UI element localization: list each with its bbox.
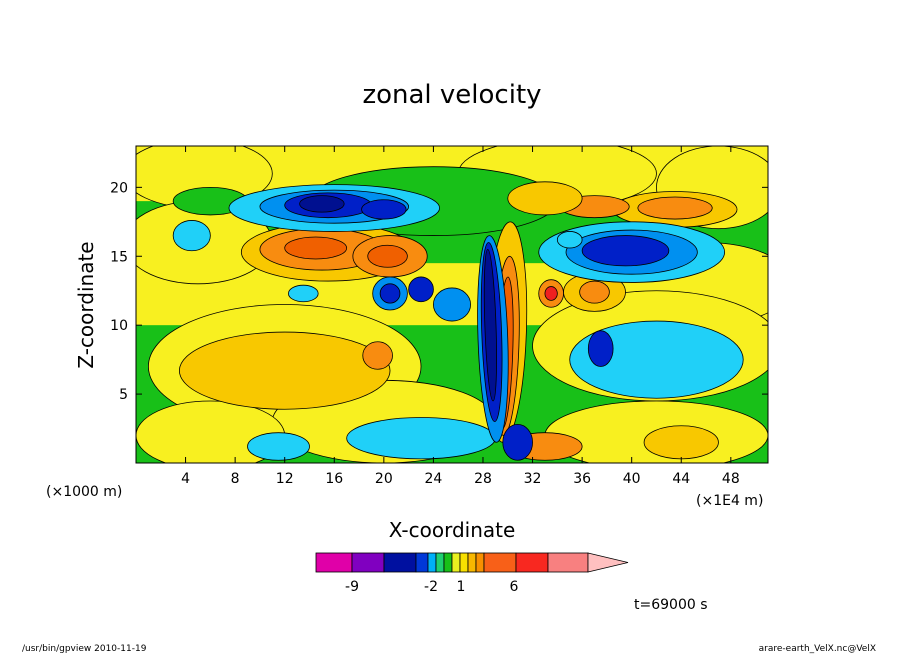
colorbar-swatch [427,552,437,573]
contour-region [247,432,310,461]
velocity-field [136,146,768,463]
y-axis: 5 10 15 20 [110,180,768,403]
contour-region [284,236,348,260]
colorbar-tick-label: -9 [345,579,359,595]
x-tick-label: 12 [276,471,294,487]
x-tick-label: 8 [231,471,240,487]
colorbar-swatch [483,552,517,573]
x-tick-label: 40 [623,471,641,487]
colorbar-extend-arrow [587,552,629,573]
time-annotation: t=69000 s [634,597,708,613]
contour-region [587,330,614,367]
x-axis-label: X-coordinate [389,518,516,542]
footer-right: arare-earth_VelX.nc@VelX [759,644,876,654]
contour-region [637,196,713,220]
lower-left-positive [178,331,391,410]
contour-region [361,199,407,220]
contour-region [288,284,319,303]
y-axis-label: Z-coordinate [74,241,98,368]
colorbar-swatch [451,552,461,573]
contour-region [172,220,211,252]
x-unit-secondary-label: (×1E4 m) [696,493,763,509]
x-tick-label: 44 [672,471,690,487]
contour-region [643,425,719,460]
plot-frame [135,145,769,464]
x-tick-label: 20 [375,471,393,487]
x-axis: 4 8 12 16 20 24 28 32 36 40 44 48 [181,146,740,487]
x-tick-label: 48 [722,471,740,487]
contour-region [507,181,583,216]
colorbar-swatch [475,552,485,573]
colorbar-swatch [415,552,429,573]
contour-region [502,424,533,461]
y-tick-label: 20 [110,180,128,196]
contour-region [346,417,496,460]
contour-region [581,235,670,267]
y-tick-label: 15 [110,249,128,265]
y-tick-label: 5 [119,387,128,403]
contour-region [408,276,434,303]
colorbar-tick-label: 6 [510,579,519,595]
colorbar-swatch [351,552,385,573]
x-tick-label: 36 [573,471,591,487]
lower-right-negative [569,320,744,399]
x-tick-label: 32 [524,471,542,487]
x-tick-label: 28 [474,471,492,487]
colorbar-swatch [467,552,477,573]
contour-region [299,195,345,213]
contour-region [483,249,497,402]
colorbar-swatch [459,552,469,573]
colorbar-swatch [383,552,417,573]
y-tick-label: 10 [110,318,128,334]
colorbar-swatch [443,552,453,573]
chart-title: zonal velocity [362,80,541,110]
contour-region [379,283,401,304]
colorbar: -9 -2 1 6 [315,552,629,595]
x-tick-label: 4 [181,471,190,487]
contour-region [362,341,393,370]
contour-region [433,287,471,322]
colorbar-swatch [435,552,445,573]
contour-region [544,286,558,301]
contour-region [556,231,583,249]
colorbar-tick-label: -2 [424,579,438,595]
x-unit-label: (×1000 m) [46,484,122,500]
contour-region [367,244,408,268]
colorbar-tick-label: 1 [457,579,466,595]
colorbar-swatch [547,552,589,573]
x-tick-label: 24 [424,471,442,487]
footer-left: /usr/bin/gpview 2010-11-19 [22,644,147,654]
x-tick-label: 16 [325,471,343,487]
contour-region [579,280,610,304]
colorbar-swatch [315,552,353,573]
colorbar-swatch [515,552,549,573]
